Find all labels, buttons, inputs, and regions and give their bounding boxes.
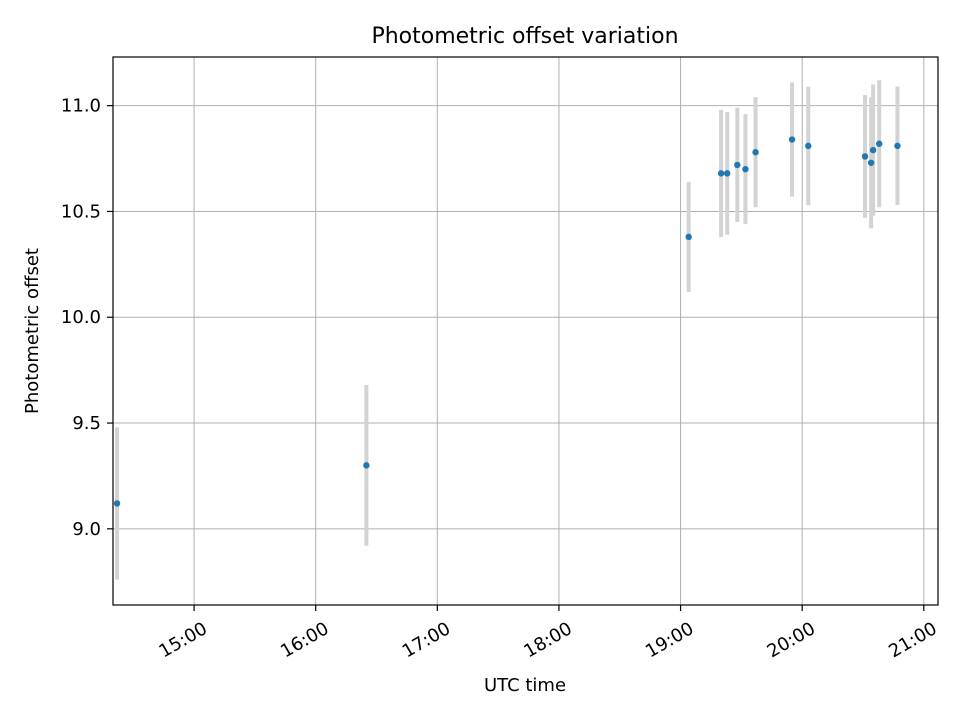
chart-title: Photometric offset variation (371, 24, 678, 49)
data-point (788, 136, 796, 143)
data-point (113, 500, 121, 507)
plot-area-frame (112, 56, 939, 606)
data-point (742, 165, 749, 173)
data-points (113, 136, 901, 507)
data-point (685, 233, 692, 241)
y-tick-label: 10.0 (61, 307, 101, 328)
data-point (805, 142, 812, 150)
data-point (867, 159, 875, 166)
y-axis-label: Photometric offset (22, 248, 43, 414)
y-tick-label: 9.5 (72, 413, 101, 434)
y-axis-ticks: 9.0 9.5 10.0 10.5 11.0 (61, 96, 113, 540)
data-point (869, 146, 877, 154)
data-point (894, 142, 901, 150)
y-tick-label: 11.0 (61, 96, 101, 117)
data-point (752, 149, 759, 156)
data-point (876, 140, 883, 147)
grid (113, 57, 938, 605)
data-point (734, 161, 741, 169)
data-point (717, 170, 725, 177)
x-axis-label: UTC time (484, 675, 566, 696)
data-point (723, 170, 731, 177)
data-point (861, 153, 869, 160)
data-point (363, 462, 370, 469)
y-tick-label: 10.5 (61, 201, 101, 222)
y-tick-label: 9.0 (72, 519, 101, 540)
